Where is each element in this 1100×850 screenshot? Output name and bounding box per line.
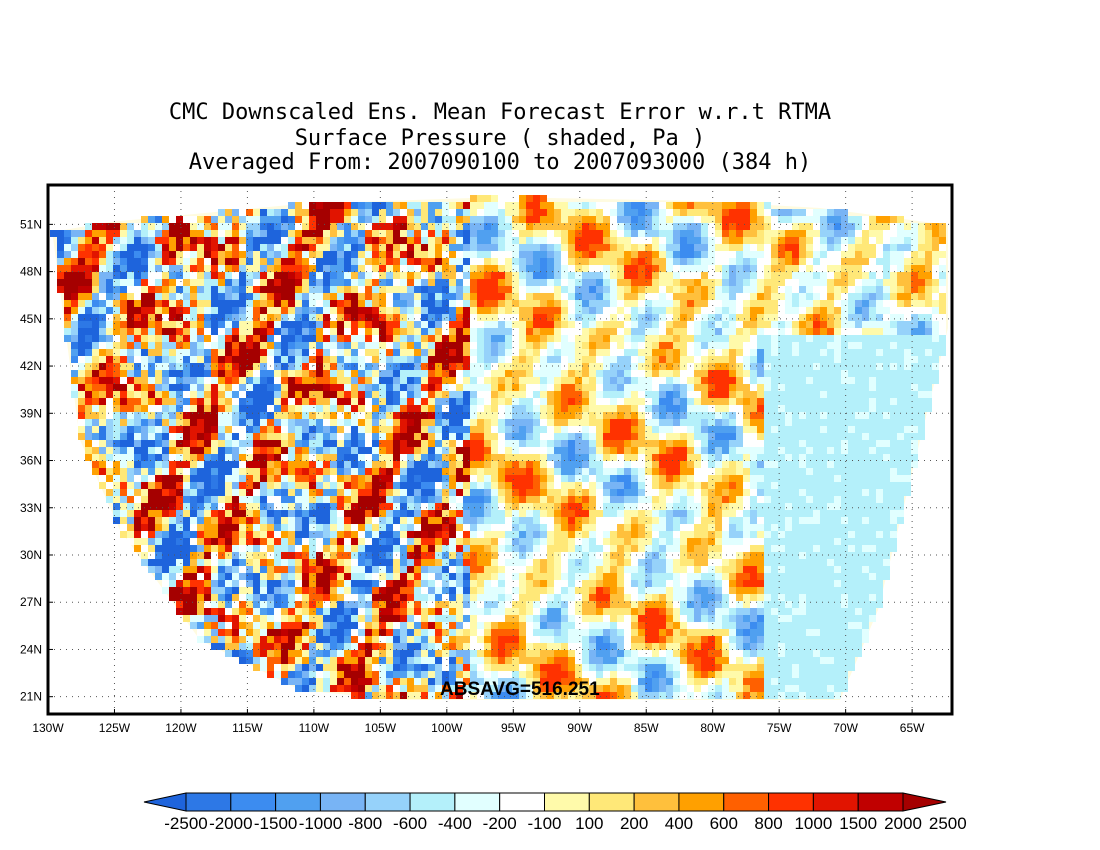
colorbar-label: 2500: [929, 814, 967, 833]
colorbar-label: 1500: [839, 814, 877, 833]
chart-title-line1: CMC Downscaled Ens. Mean Forecast Error …: [168, 100, 832, 125]
colorbar-box: [768, 792, 814, 812]
colorbar-box: [454, 792, 501, 812]
lon-tick-label: 70W: [833, 721, 858, 735]
lat-tick-label: 24N: [20, 642, 42, 656]
lon-tick-label: 115W: [232, 721, 263, 735]
colorbar-box: [230, 792, 277, 812]
lon-tick-label: 90W: [567, 721, 592, 735]
colorbar-box: [857, 792, 904, 812]
absavg-annotation: ABSAVG=516.251: [440, 679, 600, 700]
shaded-field: [50, 195, 948, 700]
colorbar-box: [633, 792, 680, 812]
latitude-axis: 51N 48N 45N 42N 39N 36N 33N 30N 27N 24N 21N: [20, 217, 53, 704]
lon-tick-label: 130W: [32, 721, 64, 735]
chart-title-line3: Averaged From: 2007090100 to 2007093000 …: [188, 150, 812, 175]
colorbar-label: 200: [620, 814, 648, 833]
lat-tick-label: 36N: [20, 454, 42, 468]
colorbar-box: [723, 792, 770, 812]
lon-tick-label: 85W: [634, 721, 659, 735]
colorbar-label: -100: [527, 814, 561, 833]
lon-tick-label: 80W: [700, 721, 725, 735]
lat-tick-label: 39N: [20, 406, 42, 420]
colorbar-box: [185, 792, 232, 812]
colorbar-label: -200: [483, 814, 517, 833]
colorbar-label: -1500: [254, 814, 297, 833]
lon-tick-label: 100W: [431, 721, 463, 735]
colorbar-box: [409, 792, 456, 812]
colorbar-legend: -2500 -2000 -1500 -1000 -800 -600 -400 -200 -100…: [143, 792, 967, 833]
lat-tick-label: 51N: [20, 217, 42, 231]
lon-tick-label: 110W: [299, 721, 330, 735]
lat-lon-grid: [48, 185, 952, 714]
colorbar-label: -800: [348, 814, 382, 833]
colorbar-box: [588, 792, 635, 812]
lat-tick-label: 42N: [20, 359, 42, 373]
colorbar-low-arrow: [143, 792, 187, 812]
lon-tick-label: 120W: [165, 721, 197, 735]
colorbar-box: [499, 792, 545, 812]
lat-tick-label: 27N: [20, 595, 42, 609]
lat-tick-label: 45N: [20, 312, 42, 326]
chart-title-line2: Surface Pressure ( shaded, Pa ): [294, 126, 706, 151]
colorbar-label: -1000: [299, 814, 342, 833]
colorbar-box: [364, 792, 411, 812]
longitude-axis: 130W 125W 120W 115W 110W 105W 100W 95W 90W 85W 80W…: [32, 709, 925, 735]
plot-frame: [46, 183, 954, 716]
colorbar-label: -400: [438, 814, 472, 833]
colorbar-box: [275, 792, 321, 812]
lon-tick-label: 95W: [501, 721, 526, 735]
colorbar-label: 400: [665, 814, 693, 833]
colorbar-label: 600: [710, 814, 738, 833]
lon-tick-label: 75W: [767, 721, 792, 735]
colorbar-label: -2500: [164, 814, 207, 833]
colorbar-box: [812, 792, 859, 812]
colorbar-label: -600: [393, 814, 427, 833]
lon-tick-label: 105W: [365, 721, 397, 735]
lat-tick-label: 48N: [20, 265, 42, 279]
lat-tick-label: 30N: [20, 548, 42, 562]
colorbar-box: [319, 792, 366, 812]
lat-tick-label: 21N: [20, 690, 42, 704]
colorbar-box: [544, 792, 590, 812]
colorbar-high-arrow: [902, 792, 947, 812]
colorbar-label: 2000: [884, 814, 922, 833]
colorbar-label: 1000: [794, 814, 832, 833]
colorbar-label: -2000: [209, 814, 252, 833]
colorbar-box: [678, 792, 725, 812]
lat-tick-label: 33N: [20, 501, 42, 515]
lon-tick-label: 125W: [99, 721, 131, 735]
colorbar-label: 100: [575, 814, 603, 833]
colorbar-label: 800: [754, 814, 782, 833]
lon-tick-label: 65W: [900, 721, 925, 735]
